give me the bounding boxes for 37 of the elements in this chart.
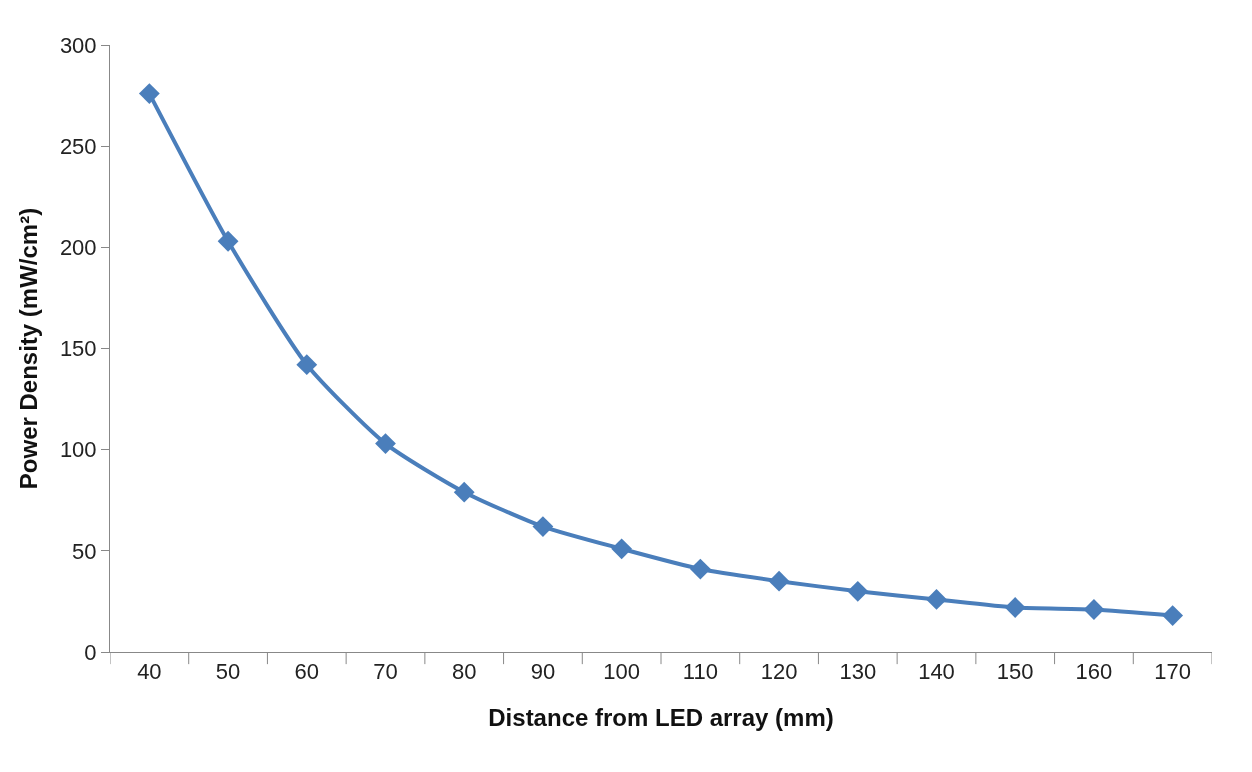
y-tick-label: 200 — [59, 235, 97, 261]
point — [611, 538, 633, 560]
x-tick-label: 60 — [294, 659, 320, 685]
x-tick-label: 40 — [137, 659, 162, 685]
x-tick-label: 110 — [682, 659, 718, 685]
x-tick-label: 140 — [918, 659, 955, 685]
y-tick-label: 0 — [84, 639, 97, 665]
point — [1162, 605, 1184, 626]
y-tick-label: 250 — [59, 133, 97, 159]
x-tick-label: 130 — [839, 659, 877, 685]
x-tick-label: 50 — [215, 659, 241, 685]
x-tick-label: 70 — [373, 659, 398, 685]
point — [1083, 599, 1105, 620]
point — [138, 83, 160, 104]
y-tick-label: 100 — [59, 437, 97, 463]
point — [1004, 597, 1026, 618]
point — [768, 570, 790, 592]
point — [689, 558, 711, 580]
point — [375, 433, 396, 454]
point — [847, 580, 869, 602]
x-tick-label: 80 — [451, 659, 477, 685]
y-axis-title: Power Density (mW/cm²) — [14, 207, 42, 490]
x-tick-label: 170 — [1154, 659, 1191, 685]
x-axis-title: Distance from LED array (mm) — [488, 703, 834, 731]
y-tick-label: 150 — [59, 336, 97, 362]
point — [453, 481, 475, 503]
point — [926, 588, 947, 610]
point — [532, 516, 554, 537]
x-tick-label: 120 — [760, 659, 798, 685]
x-tick-label: 150 — [996, 659, 1034, 685]
y-tick-label: 50 — [72, 538, 97, 564]
x-tick-label: 100 — [603, 659, 640, 685]
point — [296, 354, 318, 376]
y-tick-label: 300 — [59, 32, 97, 58]
point — [217, 230, 239, 252]
x-tick-label: 160 — [1075, 659, 1113, 685]
x-tick-label: 90 — [530, 659, 556, 685]
